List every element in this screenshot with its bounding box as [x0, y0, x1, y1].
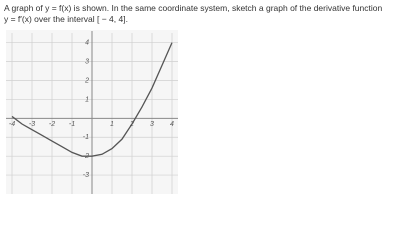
y-tick-label: 3: [85, 58, 89, 65]
question-line: A graph of y = f(x) is shown. In the sam…: [4, 3, 383, 13]
question-line: y = f′(x) over the interval [ − 4, 4].: [4, 14, 128, 24]
x-tick-label: -3: [29, 121, 35, 128]
y-tick-label: -3: [83, 172, 89, 179]
y-tick-label: 2: [84, 77, 89, 84]
x-tick-label: 3: [150, 121, 154, 128]
x-tick-label: -2: [49, 121, 55, 128]
y-tick-label: -1: [83, 134, 89, 141]
curve: [11, 42, 173, 157]
x-tick-label: -4: [9, 121, 15, 128]
y-tick-label: 1: [85, 96, 89, 103]
x-tick-label: 1: [110, 121, 114, 128]
page: A graph of y = f(x) is shown. In the sam…: [4, 3, 383, 194]
x-tick-label: -1: [69, 121, 75, 128]
y-tick-label: 4: [85, 40, 89, 47]
x-tick-label: 4: [170, 121, 174, 128]
